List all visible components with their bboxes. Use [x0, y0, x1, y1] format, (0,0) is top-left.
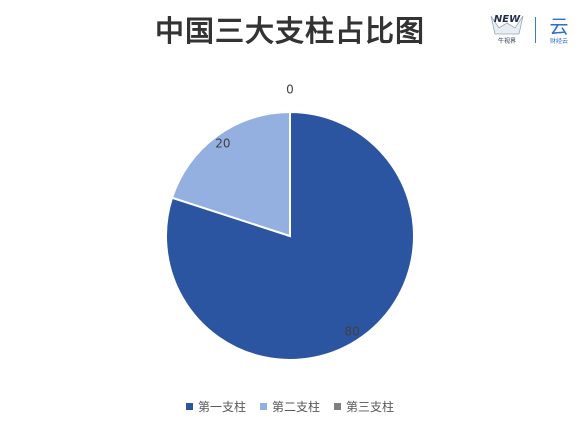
data-label-3: 0 [286, 83, 294, 97]
legend-item-2: 第二支柱 [259, 398, 320, 415]
legend-swatch-1 [185, 403, 193, 410]
data-label-2: 20 [215, 137, 230, 151]
legend-swatch-2 [259, 403, 267, 410]
new-logo-subtext: 牛视界 [497, 38, 516, 45]
legend-label-2: 第二支柱 [271, 400, 320, 414]
legend-label-1: 第一支柱 [197, 400, 246, 414]
yun-logo-icon: 云 财经云 [546, 12, 572, 48]
legend-label-3: 第三支柱 [346, 400, 395, 414]
data-label-1: 80 [344, 325, 359, 339]
legend-swatch-3 [334, 403, 341, 410]
legend-item-3: 第三支柱 [334, 398, 394, 415]
yun-logo-subtext: 财经云 [549, 38, 568, 45]
new-logo-icon: NEW 牛视界 [489, 12, 525, 48]
logo-divider [535, 17, 536, 43]
yun-logo-text: 云 [549, 16, 569, 38]
legend-item-1: 第一支柱 [185, 398, 246, 415]
new-logo-text: NEW [493, 14, 521, 25]
chart-legend: 第一支柱 第二支柱 第三支柱 [0, 398, 580, 415]
pie-slice-2 [170, 110, 291, 238]
chart-title: 中国三大支柱占比图 [154, 14, 425, 48]
brand-logo: NEW 牛视界 云 财经云 [489, 10, 572, 50]
